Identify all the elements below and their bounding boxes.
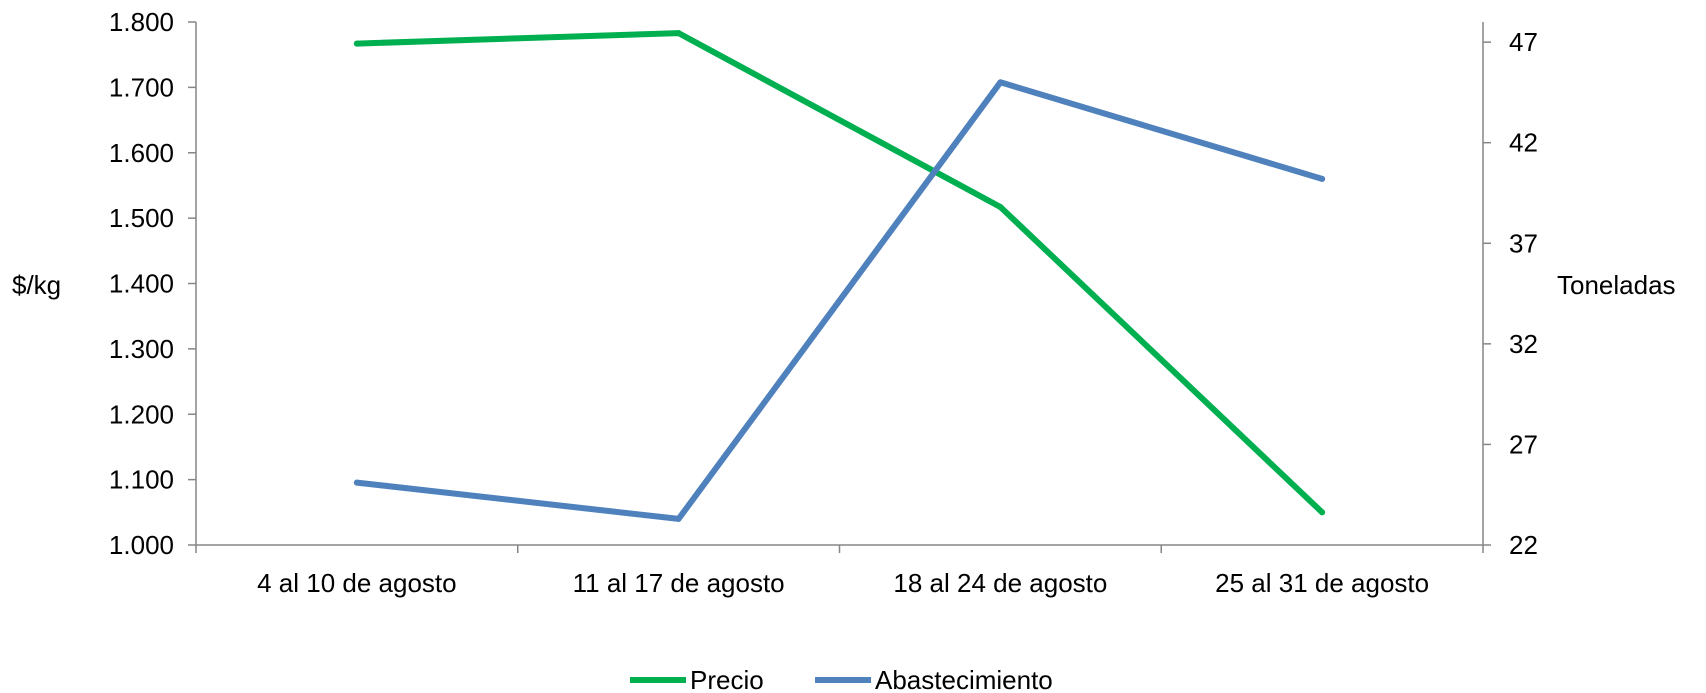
left-axis-title: $/kg xyxy=(12,270,61,300)
series-line-precio xyxy=(353,30,1326,516)
x-axis-ticks: 4 al 10 de agosto 11 al 17 de agosto 18 al… xyxy=(195,545,1484,598)
series-lines xyxy=(353,30,1326,522)
series-line-abastecimiento xyxy=(353,79,1326,522)
left-tick-label: 1.200 xyxy=(109,399,174,429)
data-point-abastecimiento xyxy=(1319,175,1326,182)
right-tick-label: 47 xyxy=(1509,27,1538,57)
right-tick-label: 32 xyxy=(1509,329,1538,359)
right-axis-title: Toneladas xyxy=(1557,270,1676,300)
left-tick-label: 1.700 xyxy=(109,72,174,102)
data-point-precio xyxy=(353,40,360,47)
left-tick-label: 1.500 xyxy=(109,203,174,233)
legend: Precio Abastecimiento xyxy=(630,665,1053,693)
data-point-precio xyxy=(997,204,1004,211)
right-tick-label: 22 xyxy=(1509,530,1538,560)
left-tick-label: 1.000 xyxy=(109,530,174,560)
left-tick-label: 1.600 xyxy=(109,138,174,168)
left-tick-label: 1.300 xyxy=(109,334,174,364)
left-tick-label: 1.400 xyxy=(109,269,174,299)
x-tick-label: 18 al 24 de agosto xyxy=(893,568,1107,598)
left-axis-ticks: 1.000 1.100 1.200 1.300 1.400 1.500 1.600 1.700… xyxy=(109,7,196,560)
x-tick-label: 4 al 10 de agosto xyxy=(257,568,457,598)
right-tick-label: 42 xyxy=(1509,128,1538,158)
left-tick-label: 1.800 xyxy=(109,7,174,37)
data-point-precio xyxy=(1319,509,1326,516)
data-point-abastecimiento xyxy=(997,79,1004,86)
left-tick-label: 1.100 xyxy=(109,465,174,495)
data-point-precio xyxy=(675,30,682,37)
legend-label-abastecimiento: Abastecimiento xyxy=(875,665,1053,693)
x-tick-label: 25 al 31 de agosto xyxy=(1215,568,1429,598)
data-point-abastecimiento xyxy=(353,479,360,486)
axes xyxy=(195,22,1484,546)
x-tick-label: 11 al 17 de agosto xyxy=(573,568,785,598)
data-point-abastecimiento xyxy=(675,515,682,522)
legend-label-precio: Precio xyxy=(690,665,764,693)
right-axis-ticks: 22 27 32 37 42 47 xyxy=(1483,27,1538,560)
right-tick-label: 27 xyxy=(1509,429,1538,459)
right-tick-label: 37 xyxy=(1509,228,1538,258)
